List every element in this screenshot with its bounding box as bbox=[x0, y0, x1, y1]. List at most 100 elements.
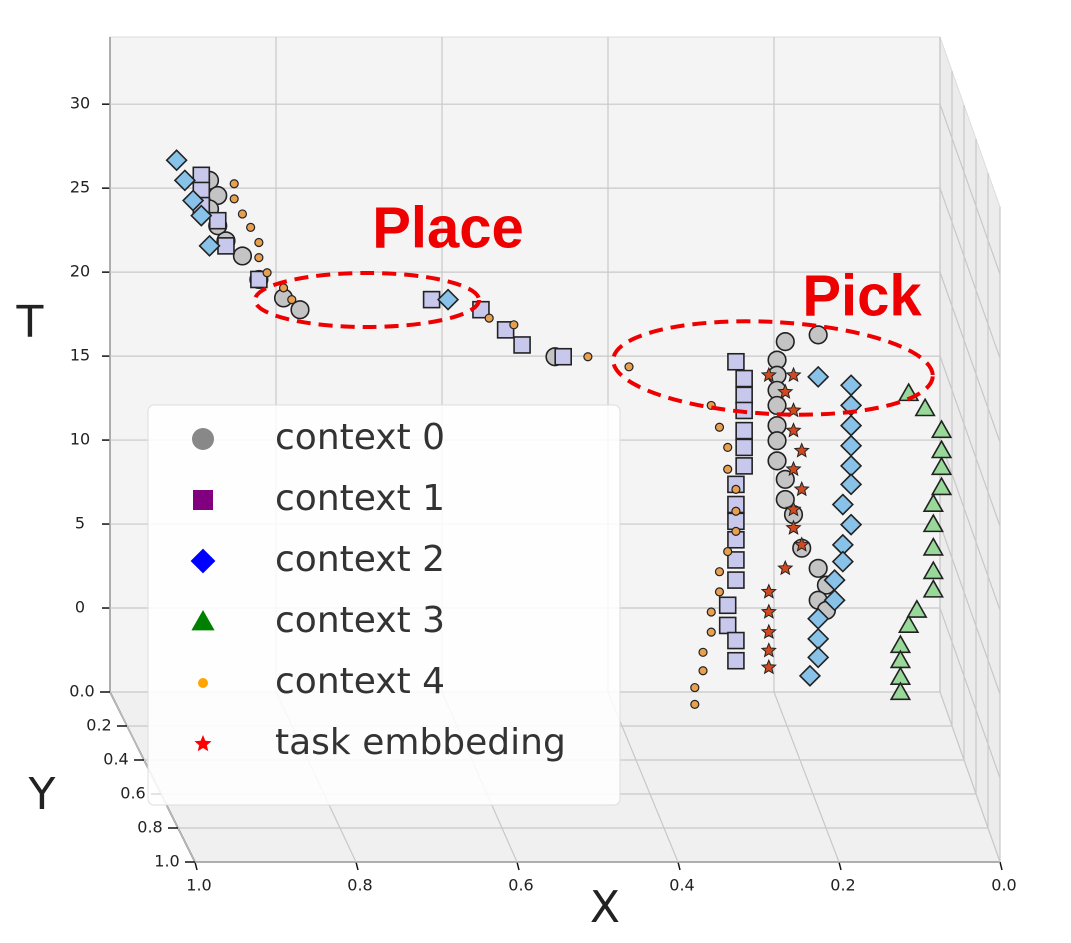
point bbox=[785, 501, 802, 517]
point bbox=[714, 567, 725, 577]
legend-label: context 0 bbox=[275, 417, 445, 458]
point bbox=[198, 234, 221, 257]
point bbox=[914, 397, 936, 417]
y-tick-label: 0.4 bbox=[103, 750, 128, 769]
t-tick-label: 5 bbox=[75, 514, 85, 533]
point bbox=[767, 431, 787, 451]
point bbox=[785, 366, 802, 383]
point bbox=[192, 166, 211, 185]
point bbox=[246, 222, 256, 232]
point bbox=[698, 666, 708, 676]
point bbox=[767, 395, 787, 416]
point bbox=[785, 460, 802, 477]
tick-mark bbox=[677, 861, 681, 871]
point bbox=[727, 571, 745, 589]
point bbox=[731, 526, 741, 536]
point bbox=[731, 506, 741, 516]
point bbox=[583, 352, 593, 362]
point bbox=[735, 438, 753, 457]
t-tick-label: 10 bbox=[70, 430, 90, 449]
grid-line bbox=[939, 187, 1001, 359]
t-tick-label: 15 bbox=[70, 346, 90, 365]
point bbox=[714, 587, 725, 597]
series bbox=[192, 166, 753, 670]
point bbox=[190, 204, 213, 227]
x-tick-label: 0.6 bbox=[508, 876, 533, 895]
point bbox=[731, 484, 741, 494]
y-tick-label: 0.8 bbox=[137, 818, 162, 837]
point bbox=[484, 313, 494, 323]
tick-mark bbox=[355, 861, 359, 871]
point bbox=[775, 489, 795, 510]
y-axis-label: Y bbox=[28, 769, 56, 820]
point bbox=[727, 352, 745, 371]
point bbox=[723, 442, 733, 453]
series bbox=[889, 382, 953, 701]
point bbox=[793, 480, 810, 497]
point bbox=[930, 419, 953, 439]
t-tick-label: 20 bbox=[70, 262, 90, 281]
point bbox=[777, 559, 794, 576]
annotation: Pick bbox=[802, 263, 922, 328]
point bbox=[690, 699, 700, 709]
x-tick-label: 0.0 bbox=[991, 876, 1016, 895]
point bbox=[229, 194, 239, 204]
point bbox=[690, 682, 700, 693]
point bbox=[760, 623, 777, 640]
point bbox=[922, 578, 944, 598]
tick-mark bbox=[999, 861, 1003, 871]
point bbox=[767, 451, 787, 471]
point bbox=[930, 476, 953, 496]
point bbox=[513, 336, 531, 354]
point bbox=[165, 149, 188, 172]
point bbox=[727, 551, 745, 569]
x-tick-label: 0.8 bbox=[347, 876, 372, 895]
point bbox=[698, 647, 708, 657]
legend-box bbox=[147, 404, 621, 806]
series bbox=[165, 149, 863, 687]
x-axis-label: X bbox=[590, 882, 620, 933]
grid-line bbox=[939, 355, 1001, 527]
legend-marker bbox=[192, 428, 214, 450]
point bbox=[793, 442, 810, 458]
point bbox=[808, 558, 828, 578]
point bbox=[807, 365, 830, 388]
legend-marker bbox=[198, 678, 208, 688]
legend-marker bbox=[194, 735, 212, 752]
tick-mark bbox=[838, 861, 842, 871]
y-tick-label: 0.0 bbox=[69, 682, 94, 701]
point bbox=[254, 237, 264, 248]
point bbox=[831, 493, 854, 516]
point bbox=[775, 332, 795, 352]
point bbox=[760, 642, 777, 658]
point bbox=[798, 664, 822, 687]
series bbox=[229, 179, 741, 709]
place-ellipse bbox=[253, 271, 481, 329]
point bbox=[889, 681, 912, 701]
point bbox=[208, 211, 227, 230]
grid-line bbox=[939, 691, 1001, 863]
y-tick-label: 1.0 bbox=[154, 852, 179, 871]
t-tick-label: 25 bbox=[70, 178, 90, 197]
point bbox=[735, 457, 753, 475]
legend: context 0 context 1 context 2 context 3 cont… bbox=[147, 404, 621, 806]
point bbox=[823, 589, 846, 612]
point bbox=[922, 493, 944, 513]
point bbox=[808, 325, 828, 345]
point bbox=[714, 422, 725, 432]
point bbox=[922, 560, 944, 580]
point bbox=[840, 473, 863, 496]
point bbox=[735, 421, 753, 440]
point bbox=[262, 268, 272, 278]
point bbox=[254, 253, 264, 263]
legend-label: task embbeding bbox=[275, 722, 566, 763]
legend-marker bbox=[191, 610, 215, 631]
t-tick-label: 30 bbox=[70, 94, 90, 113]
point bbox=[229, 179, 239, 189]
point bbox=[723, 464, 733, 474]
point bbox=[793, 536, 810, 552]
legend-marker bbox=[190, 548, 216, 574]
point bbox=[727, 651, 745, 670]
x-tick-label: 0.4 bbox=[669, 876, 694, 895]
t-axis-label: T bbox=[16, 297, 44, 348]
